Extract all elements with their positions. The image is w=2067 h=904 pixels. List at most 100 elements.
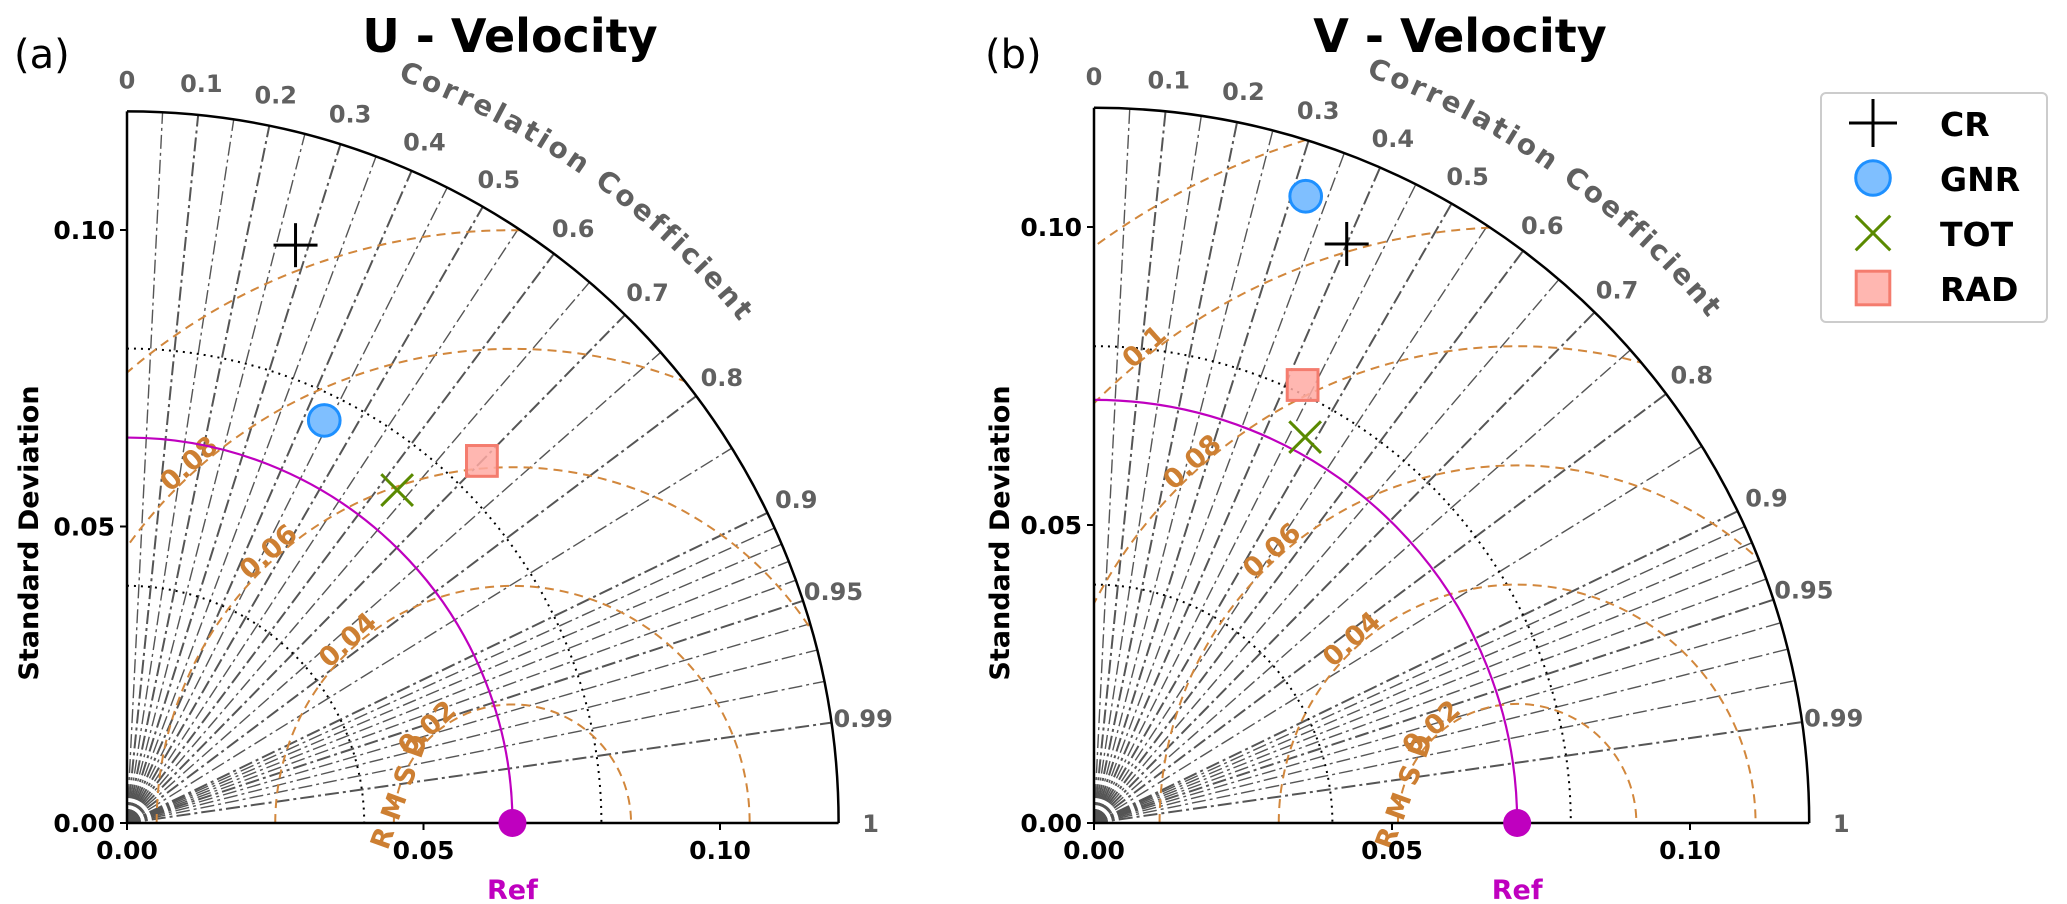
correlation-tick-label: 0.1 [1147,67,1190,95]
rmsd-contour [392,703,633,823]
correlation-tick-label: 0.99 [834,705,893,733]
y-tick-label: 0.10 [53,216,115,245]
correlation-gridline [1093,622,1781,824]
correlation-gridline [1093,130,1274,824]
reference-point [498,809,527,837]
legend-marker-cr [1849,99,1897,147]
correlation-tick-label: 0.2 [1222,78,1265,106]
rmsd-title: RMSD [1370,721,1443,853]
rmsd-label: 0.06 [1237,517,1307,585]
correlation-tick-label: 0.3 [329,101,372,129]
legend-label: CR [1940,105,1990,144]
correlation-tick-label: 0 [119,66,136,94]
legend-marker-tot [1854,214,1892,252]
y-tick-label: 0.05 [1020,511,1082,540]
panel-label: (a) [14,32,70,78]
correlation-tick-label: 0.4 [1372,125,1415,153]
correlation-gridline [126,599,804,824]
correlation-tick-label: 0.95 [1774,577,1833,605]
y-tick-label: 0.00 [53,809,115,838]
reference-label: Ref [1492,875,1543,904]
x-tick-label: 0.10 [1659,836,1721,865]
rmsd-contour [127,229,839,823]
correlation-gridline [1093,559,1760,824]
correlation-tick-label: 0.1 [180,70,223,98]
correlation-tick-label: 0.6 [552,215,595,243]
correlation-gridline [1093,152,1345,824]
data-point-cr [273,223,318,268]
legend-marker-rad [1854,269,1892,307]
rmsd-contour [1158,464,1810,824]
correlation-tick-label: 0.2 [254,81,297,109]
correlation-gridline [126,623,811,824]
reference-label: Ref [487,875,538,904]
legend-label: TOT [1940,215,2014,254]
correlation-gridline [126,253,555,824]
y-tick-label: 0.00 [1020,809,1082,838]
correlation-gridline [126,133,306,824]
correlation-gridline [126,560,790,824]
data-point-gnr [306,403,342,438]
correlation-tick-label: 0.95 [804,578,863,606]
data-point-rad [465,444,499,478]
correlation-gridline [126,187,448,824]
panel-label: (b) [985,32,1042,78]
x-tick-label: 0.05 [393,836,455,865]
correlation-tick-label: 0.99 [1804,705,1863,733]
correlation-gridline [1093,648,1788,824]
correlation-tick-label: 0.6 [1521,212,1564,240]
reference-arc [126,436,514,824]
correlation-gridline [126,314,626,824]
correlation-gridline [1093,122,1239,824]
correlation-tick-label: 0.8 [1671,362,1714,390]
correlation-gridline [126,649,818,824]
correlation-tick-label: 0.3 [1297,97,1340,125]
correlation-gridline [126,228,519,824]
reference-arc [1093,398,1519,824]
rmsd-contour [1396,702,1638,824]
correlation-tick-label: 0.9 [775,486,818,514]
correlation-gridline [1093,250,1524,824]
outer-arc [1093,106,1811,824]
correlation-gridline [1093,393,1667,824]
y-tick-label: 0.05 [53,513,115,542]
correlation-gridline [1093,598,1774,824]
correlation-gridline [126,721,832,824]
data-point-gnr [1288,178,1324,214]
correlation-tick-label: 0.7 [1596,276,1639,304]
legend-box [1820,92,2048,323]
y-axis-title: Standard Deviation [14,385,45,680]
correlation-gridline [1093,542,1753,824]
correlation-gridline [1093,108,1131,824]
correlation-gridline [126,206,484,824]
data-point-cr [1324,221,1369,266]
correlation-tick-label: 0.8 [701,364,744,392]
correlation-tick-label: 0.5 [478,166,521,194]
correlation-tick-label: 0.7 [626,279,669,307]
correlation-gridline [1093,115,1202,824]
correlation-gridline [1093,525,1746,824]
correlation-gridline [126,114,200,824]
correlation-tick-label: 0.5 [1446,163,1489,191]
correlation-gridline [126,119,235,824]
std-gridline [126,347,603,824]
y-axis-title: Standard Deviation [985,385,1016,680]
correlation-gridline [1093,225,1488,824]
correlation-gridline [126,125,271,824]
std-gridline [1093,345,1572,824]
correlation-axis-title: Correlation Coefficient [1363,51,1730,324]
correlation-gridline [1093,167,1381,824]
data-point-tot [1288,420,1323,455]
correlation-tick-label: 0.4 [403,128,446,156]
rmsd-label: 0.1 [1116,320,1172,375]
correlation-gridline [1093,349,1631,824]
x-tick-label: 0.05 [1361,836,1423,865]
data-point-tot [380,473,415,507]
taylor-panel-a: 0.020.040.060.08RMSD0.000.000.050.050.10… [14,9,893,904]
correlation-tick-label: 1 [862,810,879,838]
correlation-gridline [126,511,768,824]
correlation-tick-label: 1 [1833,810,1850,838]
rmsd-contour [1277,583,1757,824]
data-point-rad [1285,368,1320,402]
